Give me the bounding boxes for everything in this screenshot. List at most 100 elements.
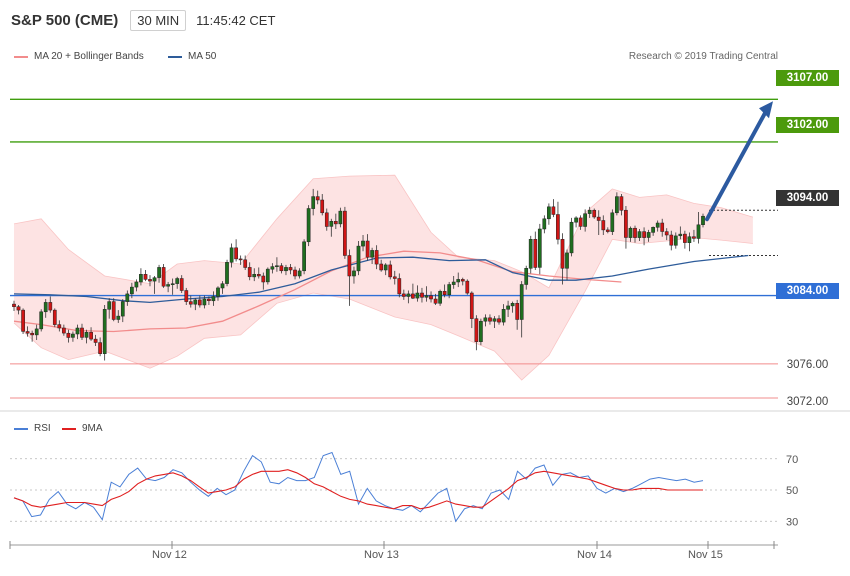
candle-body [678, 233, 683, 237]
candle-body [696, 224, 701, 239]
candle-body [229, 247, 234, 263]
candle-body [25, 331, 30, 334]
forecast-arrow-head [759, 101, 773, 119]
rsi-tick-label: 50 [786, 485, 798, 497]
candle-body [356, 245, 361, 272]
candle-body [265, 268, 270, 283]
candle-body [12, 303, 16, 307]
candle-body [21, 309, 25, 332]
candle-body [111, 301, 116, 320]
ma50-swatch [168, 55, 182, 58]
candle-body [519, 284, 524, 320]
forecast-arrow-shaft [705, 109, 768, 222]
candle-body [116, 315, 121, 320]
candle-body [34, 328, 39, 336]
candle-body [39, 311, 44, 330]
candle-body [660, 222, 665, 232]
legend-rsi: RSI [14, 423, 51, 434]
level-label-3102: 3102.00 [776, 117, 839, 133]
candle-body [415, 292, 420, 299]
instrument-title: S&P 500 (CME) [11, 11, 119, 29]
candle-body [329, 221, 334, 227]
candle-body [424, 295, 429, 298]
candle-body [506, 305, 510, 310]
candle-body [234, 247, 238, 260]
candle-body [315, 196, 320, 201]
candle-body [247, 267, 252, 278]
candle-body [306, 208, 311, 243]
candle-body [664, 231, 669, 236]
candle-body [497, 318, 501, 323]
candle-body [98, 342, 102, 354]
candle-body [619, 196, 624, 211]
candle-body [637, 231, 642, 238]
candle-body [202, 298, 207, 306]
candle-body [374, 250, 379, 265]
rsi-ma-swatch [62, 427, 76, 430]
candle-body [207, 298, 211, 301]
candle-body [275, 265, 279, 267]
candle-body [701, 215, 705, 225]
candle-body [392, 276, 397, 279]
candle-body [157, 267, 161, 278]
level-label-3076: 3076.00 [786, 359, 829, 371]
candle-body [610, 212, 615, 232]
price-levels [10, 98, 778, 399]
forecast-arrow [705, 101, 773, 222]
candle-body [179, 278, 184, 291]
candle-body [692, 236, 696, 239]
legend-ma50: MA 50 [168, 51, 216, 62]
candle-body [501, 309, 506, 323]
candle-body [397, 278, 402, 295]
candle-body [293, 269, 297, 277]
candle-body [492, 318, 497, 322]
candle-body [551, 206, 556, 215]
candle-body [252, 274, 257, 278]
candle-body [560, 239, 565, 269]
candle-body [587, 209, 592, 214]
candle-body [429, 295, 433, 300]
candle-body [161, 267, 166, 287]
clock-time: 11:45:42 CET [196, 12, 276, 28]
candle-body [651, 227, 655, 233]
candle-body [320, 199, 325, 214]
candle-body [624, 209, 628, 238]
interval-badge[interactable]: 30 MIN [130, 9, 187, 31]
candle-body [488, 317, 492, 322]
candle-body [211, 296, 216, 302]
candle-body [533, 239, 538, 268]
candle-body [324, 212, 329, 227]
candle-body [605, 229, 610, 232]
candle-body [456, 279, 461, 283]
candle-body [578, 217, 583, 227]
date-label-nov12: Nov 12 [152, 549, 187, 561]
candle-body [565, 252, 569, 269]
candle-body [420, 292, 424, 298]
candle-body [361, 240, 365, 247]
candle-body [537, 228, 542, 268]
candle-body [130, 286, 134, 295]
candle-body [524, 268, 529, 285]
rsi-tick-label: 30 [786, 516, 798, 528]
candle-body [311, 196, 316, 209]
candle-body [197, 299, 202, 306]
candle-body [225, 262, 229, 284]
candle-body [451, 281, 456, 285]
candle-body [683, 233, 687, 243]
candle-body [438, 291, 442, 304]
candle-body [75, 327, 80, 335]
candle-body [592, 209, 597, 218]
legend-ma20: MA 20 + Bollinger Bands [14, 51, 144, 62]
time-axis [9, 541, 778, 549]
candle-body [510, 303, 515, 307]
candle-body [66, 332, 71, 338]
candle-body [556, 214, 560, 240]
candle-body [547, 206, 551, 220]
candle-body [569, 221, 574, 254]
candle-body [447, 284, 452, 295]
legend-9ma: 9MA [62, 423, 103, 434]
candle-body [574, 217, 578, 223]
bollinger-upper-line [13, 174, 754, 289]
candle-body [288, 267, 293, 271]
candle-body [284, 267, 288, 272]
